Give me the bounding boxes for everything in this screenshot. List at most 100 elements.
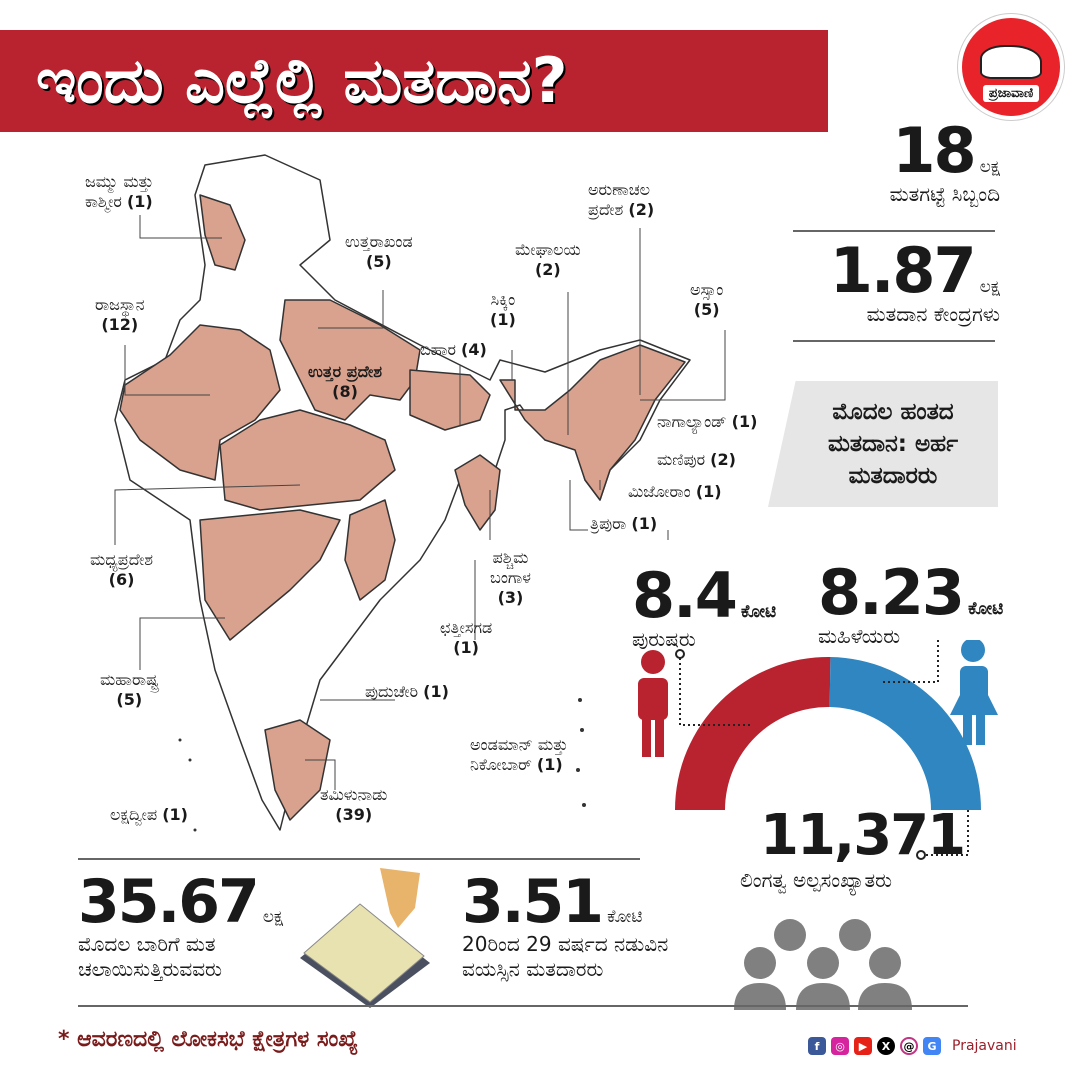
phase-box: ಮೊದಲ ಹಂತದ ಮತದಾನ: ಅರ್ಹ ಮತದಾರರು bbox=[768, 381, 998, 507]
x-icon[interactable]: X bbox=[877, 1037, 895, 1055]
youtube-icon[interactable]: ▶ bbox=[854, 1037, 872, 1055]
threads-icon[interactable]: @ bbox=[900, 1037, 918, 1055]
label-manipur: ಮಣಿಪುರ (2) bbox=[657, 450, 736, 470]
staff-label: ಮತಗಟ್ಟೆ ಸಿಬ್ಬಂದಿ bbox=[889, 182, 1000, 206]
label-text: ಲಕ್ಷದ್ವೀಪ bbox=[110, 805, 158, 824]
label-text: ಬಿಹಾರ bbox=[420, 340, 456, 359]
title-text: ಇಂದು ಎಲ್ಲೆಲ್ಲಿ ಮತದಾನ? bbox=[36, 44, 568, 117]
label-text: ಪ್ರದೇಶ bbox=[588, 200, 624, 219]
label-text: (1) bbox=[731, 412, 758, 431]
label-text: (8) bbox=[332, 382, 358, 401]
label-text: (2) bbox=[628, 200, 655, 219]
label-text: ಮಣಿಪುರ bbox=[657, 450, 706, 469]
phase-text: ಮೊದಲ ಹಂತದ ಮತದಾನ: ಅರ್ಹ ಮತದಾರರು bbox=[827, 398, 959, 490]
divider bbox=[793, 230, 995, 232]
label-text: (5) bbox=[693, 300, 720, 319]
label-mizoram: ಮಿಜೋರಾಂ (1) bbox=[628, 482, 722, 502]
young-value: 3.51 bbox=[462, 867, 604, 937]
male-person-icon bbox=[638, 650, 668, 757]
label-text: (2) bbox=[710, 450, 736, 469]
third-gender-value: 11,371 bbox=[760, 803, 966, 868]
google-news-icon[interactable]: G bbox=[923, 1037, 941, 1055]
label-tamil-nadu: ತಮಿಳುನಾಡು (39) bbox=[320, 785, 387, 825]
label-text: (1) bbox=[695, 482, 722, 501]
divider bbox=[78, 1005, 968, 1007]
staff-stat: 18 ಲಕ್ಷ ಮತಗಟ್ಟೆ ಸಿಬ್ಬಂದಿ bbox=[800, 120, 1000, 207]
female-value: 8.23 bbox=[818, 556, 965, 629]
label-text: ಜಮ್ಮು ಮತ್ತು bbox=[85, 172, 154, 191]
label-text: ಬಂಗಾಳ bbox=[490, 568, 531, 587]
third-gender-label: ಲಿಂಗತ್ವ ಅಲ್ಪಸಂಖ್ಯಾತರು bbox=[740, 868, 893, 892]
label-andaman-nicobar: ಅಂಡಮಾನ್ ಮತ್ತು ನಿಕೋಬಾರ್ (1) bbox=[470, 735, 568, 775]
female-person-icon bbox=[950, 640, 998, 745]
label-text: (4) bbox=[461, 340, 487, 359]
label-lakshadweep: ಲಕ್ಷದ್ವೀಪ (1) bbox=[110, 805, 188, 825]
social-links: f ◎ ▶ X @ G Prajavani bbox=[808, 1037, 1017, 1055]
label-text: ಉತ್ತರಾಖಂಡ bbox=[345, 232, 413, 251]
state-jammu-kashmir bbox=[199, 194, 246, 271]
state-uttar-pradesh bbox=[279, 299, 421, 421]
state-chhattisgarh bbox=[344, 499, 396, 601]
footnote: * ಆವರಣದಲ್ಲಿ ಲೋಕಸಭೆ ಕ್ಷೇತ್ರಗಳ ಸಂಖ್ಯೆ bbox=[58, 1027, 359, 1052]
state-tamil-nadu bbox=[264, 719, 331, 821]
male-stat: 8.4 ಕೋಟಿ ಪುರುಷರು bbox=[632, 565, 776, 652]
label-madhya-pradesh: ಮಧ್ಯಪ್ರದೇಶ (6) bbox=[90, 550, 153, 590]
logo-text: ಪ್ರಜಾವಾಣಿ bbox=[982, 85, 1040, 102]
label-text: (1) bbox=[162, 805, 188, 824]
label-text: (3) bbox=[497, 588, 524, 607]
label-bihar: ಬಿಹಾರ (4) bbox=[420, 340, 487, 360]
label-west-bengal: ಪಶ್ಚಿಮ ಬಂಗಾಳ (3) bbox=[490, 548, 531, 608]
leader-lines bbox=[114, 215, 726, 790]
first-time-value: 35.67 bbox=[78, 867, 260, 937]
label-text: (6) bbox=[108, 570, 135, 589]
label-text: ಅಂಡಮಾನ್ ಮತ್ತು bbox=[470, 735, 568, 754]
label-text: ಪುದುಚೇರಿ bbox=[365, 682, 419, 701]
label-text: ರಾಜಸ್ಥಾನ bbox=[95, 295, 145, 314]
brand-name[interactable]: Prajavani bbox=[952, 1038, 1017, 1054]
gender-gauge bbox=[638, 640, 998, 860]
label-text: (1) bbox=[631, 514, 658, 533]
female-stat: 8.23 ಕೋಟಿ ಮಹಿಳೆಯರು bbox=[818, 562, 1003, 649]
label-nagaland: ನಾಗಾಲ್ಯಾಂಡ್ (1) bbox=[657, 412, 757, 432]
label-sikkim: ಸಿಕ್ಕಿಂ (1) bbox=[490, 290, 516, 330]
label-uttarakhand: ಉತ್ತರಾಖಂಡ (5) bbox=[345, 232, 413, 272]
label-text: ಮಧ್ಯಪ್ರದೇಶ bbox=[90, 550, 154, 569]
facebook-icon[interactable]: f bbox=[808, 1037, 826, 1055]
young-voters-stat: 3.51 ಕೋಟಿ 20ರಿಂದ 29 ವರ್ಷದ ನಡುವಿನ ವಯಸ್ಸಿನ… bbox=[462, 872, 668, 982]
label-text: ನಾಗಾಲ್ಯಾಂಡ್ bbox=[657, 412, 727, 431]
label-text: ಉತ್ತರ ಪ್ರದೇಶ bbox=[308, 362, 383, 381]
label-rajasthan: ರಾಜಸ್ಥಾನ (12) bbox=[95, 295, 145, 335]
booths-label: ಮತದಾನ ಕೇಂದ್ರಗಳು bbox=[866, 302, 1000, 326]
group-icon bbox=[734, 919, 912, 1010]
state-madhya-pradesh bbox=[219, 409, 396, 511]
evm-voting-icon bbox=[300, 868, 430, 1008]
label-text: ಮಿಜೋರಾಂ bbox=[628, 482, 691, 501]
label-text: (1) bbox=[453, 638, 479, 657]
male-label: ಪುರುಷರು bbox=[632, 627, 696, 651]
divider bbox=[78, 858, 640, 860]
label-text: ನಿಕೋಬಾರ್ bbox=[470, 755, 532, 774]
female-unit: ಕೋಟಿ bbox=[968, 599, 1004, 619]
booths-value: 1.87 bbox=[829, 234, 977, 307]
label-text: ತ್ರಿಪುರಾ bbox=[590, 514, 627, 533]
label-text: (1) bbox=[536, 755, 563, 774]
label-text: ತಮಿಳುನಾಡು bbox=[320, 785, 388, 804]
young-label: ವಯಸ್ಸಿನ ಮತದಾರರು bbox=[462, 957, 604, 981]
young-label: 20ರಿಂದ 29 ವರ್ಷದ ನಡುವಿನ bbox=[462, 932, 669, 956]
page-title: ಇಂದು ಎಲ್ಲೆಲ್ಲಿ ಮತದಾನ? bbox=[0, 30, 828, 132]
staff-value: 18 bbox=[892, 114, 976, 187]
state-rajasthan bbox=[119, 324, 281, 481]
label-assam: ಅಸ್ಸಾಂ (5) bbox=[690, 280, 723, 320]
female-label: ಮಹಿಳೆಯರು bbox=[818, 624, 901, 648]
male-unit: ಕೋಟಿ bbox=[740, 602, 777, 622]
first-time-unit: ಲಕ್ಷ bbox=[262, 907, 284, 927]
label-jammu-kashmir: ಜಮ್ಮು ಮತ್ತು ಕಾಶ್ಮೀರ (1) bbox=[85, 172, 153, 212]
prajavani-logo: ಪ್ರಜಾವಾಣಿ bbox=[958, 14, 1064, 120]
instagram-icon[interactable]: ◎ bbox=[831, 1037, 849, 1055]
label-text: (5) bbox=[116, 690, 143, 709]
label-text: (5) bbox=[365, 252, 392, 271]
label-text: (1) bbox=[490, 310, 516, 329]
female-arc bbox=[829, 657, 981, 810]
first-time-stat: 35.67 ಲಕ್ಷ ಮೊದಲ ಬಾರಿಗೆ ಮತ ಚಲಾಯಿಸುತ್ತಿರುವ… bbox=[78, 872, 283, 982]
